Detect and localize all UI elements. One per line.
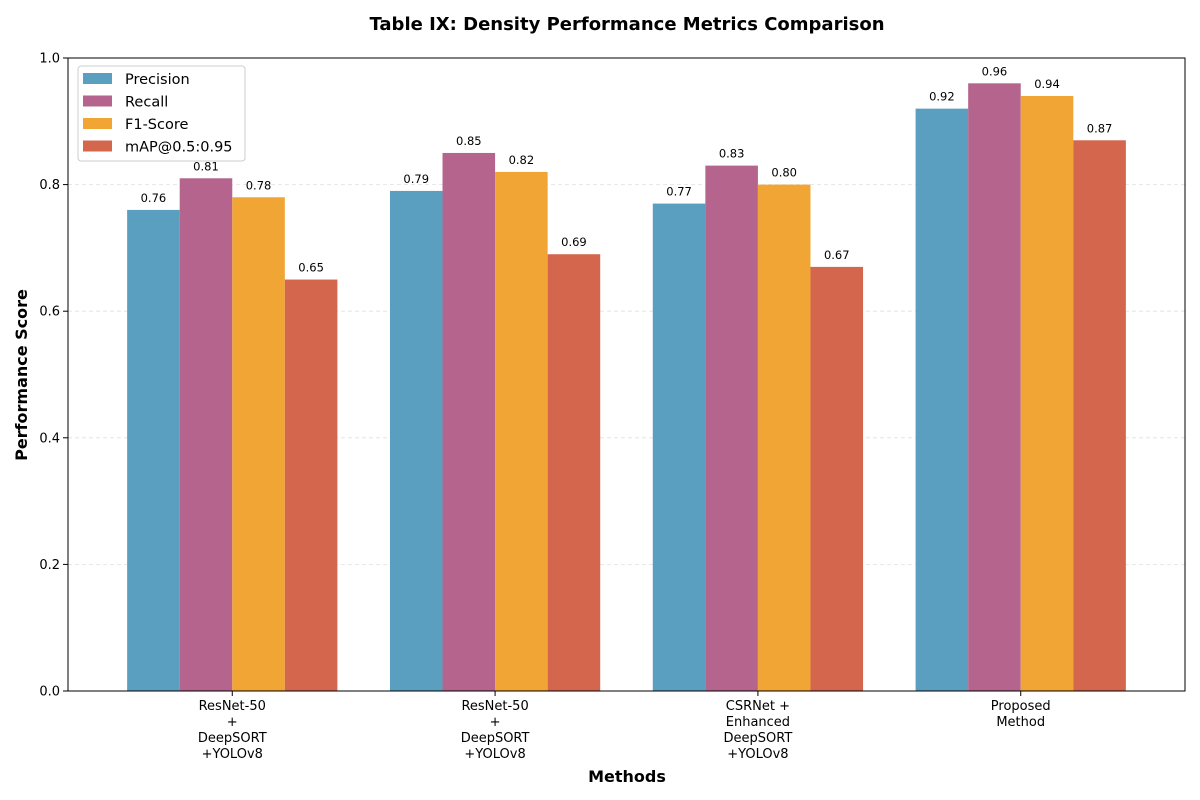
bar-value-label: 0.83 — [719, 147, 745, 161]
plot-frame — [67, 57, 1186, 692]
bars — [127, 83, 1126, 692]
legend-swatch — [83, 140, 112, 152]
bar-value-label: 0.92 — [929, 90, 955, 104]
chart-title: Table IX: Density Performance Metrics Co… — [369, 14, 884, 35]
y-tick-label: 0.0 — [39, 685, 60, 700]
bar-value-label: 0.76 — [141, 191, 167, 205]
x-tick-label: + — [227, 715, 238, 730]
bar — [810, 266, 864, 691]
bar-value-label: 0.67 — [824, 248, 850, 262]
legend-swatch — [83, 95, 112, 107]
bar — [968, 83, 1021, 691]
bar — [389, 190, 443, 691]
y-tick-label: 0.6 — [39, 305, 60, 320]
bar — [179, 178, 233, 691]
y-tick-label: 1.0 — [39, 52, 60, 67]
x-tick-label: DeepSORT — [724, 731, 793, 746]
x-tick-label: + — [490, 715, 501, 730]
bar — [284, 279, 338, 691]
bar — [705, 165, 758, 692]
bar-value-label: 0.96 — [982, 64, 1008, 78]
x-tick-label: DeepSORT — [198, 731, 267, 746]
bar — [915, 108, 969, 691]
x-tick-label: +YOLOv8 — [464, 747, 525, 762]
bar — [547, 254, 601, 692]
x-tick-label: ResNet-50 — [199, 699, 266, 714]
y-tick-label: 0.2 — [39, 558, 60, 573]
bar-value-label: 0.80 — [771, 166, 797, 180]
x-tick-label: DeepSORT — [461, 731, 530, 746]
bar — [652, 203, 706, 691]
x-tick-label: CSRNet + — [726, 699, 790, 714]
bar-value-label: 0.65 — [298, 261, 324, 275]
y-axis-label: Performance Score — [12, 289, 31, 461]
x-tick-label: ResNet-50 — [461, 699, 528, 714]
legend-label: mAP@0.5:0.95 — [125, 140, 233, 156]
bar-value-label: 0.78 — [246, 178, 272, 192]
x-tick-label: Method — [996, 715, 1045, 730]
bar-value-label: 0.69 — [561, 235, 587, 249]
x-tick-label: Proposed — [991, 699, 1051, 714]
y-tick-label: 0.4 — [39, 431, 60, 446]
bar-value-label: 0.87 — [1087, 121, 1113, 135]
bar-value-label: 0.79 — [403, 172, 429, 186]
bar — [442, 152, 496, 691]
bar — [127, 209, 180, 692]
bar-value-label: 0.81 — [193, 159, 219, 173]
x-tick-label: +YOLOv8 — [727, 747, 788, 762]
bar — [1020, 95, 1074, 692]
bar — [232, 197, 285, 691]
legend: Precision Recall F1-Score mAP@0.5:0.95 — [77, 65, 246, 162]
x-tick-label: +YOLOv8 — [202, 747, 263, 762]
x-axis-ticks: ResNet-50+DeepSORT+YOLOv8ResNet-50+DeepS… — [198, 691, 1051, 762]
bar-value-label: 0.77 — [666, 185, 692, 199]
legend-swatch — [83, 118, 112, 129]
legend-swatch — [83, 73, 112, 84]
y-tick-label: 0.8 — [39, 178, 60, 193]
legend-label: Recall — [125, 95, 168, 111]
bar — [757, 184, 811, 691]
legend-label: Precision — [125, 72, 190, 88]
legend-label: F1-Score — [125, 117, 188, 133]
bar — [495, 171, 548, 691]
legend-box — [77, 65, 246, 162]
x-axis-label: Methods — [588, 767, 666, 786]
bar — [1073, 140, 1126, 692]
x-tick-label: Enhanced — [726, 715, 790, 730]
y-axis-ticks: 0.0 0.2 0.4 0.6 0.8 1.0 — [39, 52, 68, 700]
bar-value-label: 0.85 — [456, 134, 482, 148]
bar-value-label: 0.82 — [509, 153, 535, 167]
bar-value-label: 0.94 — [1034, 77, 1060, 91]
bar-value-labels: 0.76 0.81 0.78 0.65 0.79 0.85 0.82 0.69 0.77 0.83… — [141, 64, 1113, 274]
